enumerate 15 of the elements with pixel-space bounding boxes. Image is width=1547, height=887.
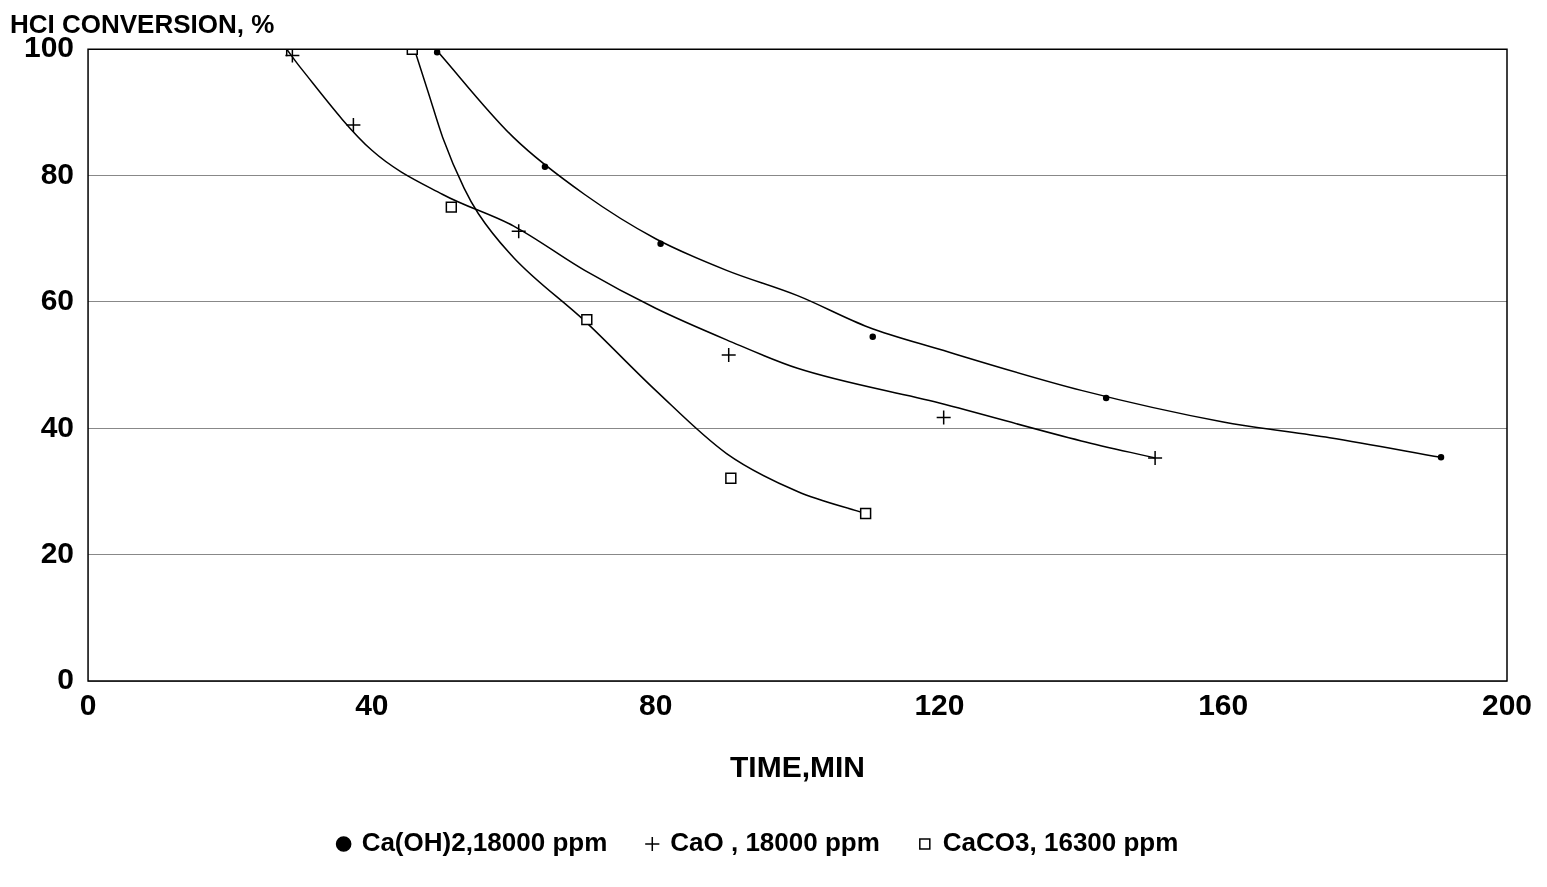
legend-label: CaCO3, 16300 ppm: [942, 827, 1179, 858]
y-tick-label: 0: [57, 662, 75, 696]
x-tick-label: 120: [914, 688, 965, 722]
legend-label: CaO , 18000 ppm: [670, 827, 880, 858]
x-tick-label: 200: [1481, 688, 1533, 722]
x-tick-label: 80: [638, 688, 673, 722]
x-axis-title: TIME,MIN: [730, 750, 866, 784]
y-tick-label: 60: [40, 283, 75, 317]
x-tick-label: 160: [1198, 688, 1249, 722]
y-tick-label: 40: [40, 409, 75, 443]
legend-label: Ca(OH)2,18000 ppm: [361, 827, 608, 858]
y-tick-label: 80: [40, 156, 75, 190]
x-tick-label: 0: [79, 688, 97, 722]
x-tick-label: 40: [355, 688, 389, 722]
y-tick-label: 20: [40, 535, 75, 569]
